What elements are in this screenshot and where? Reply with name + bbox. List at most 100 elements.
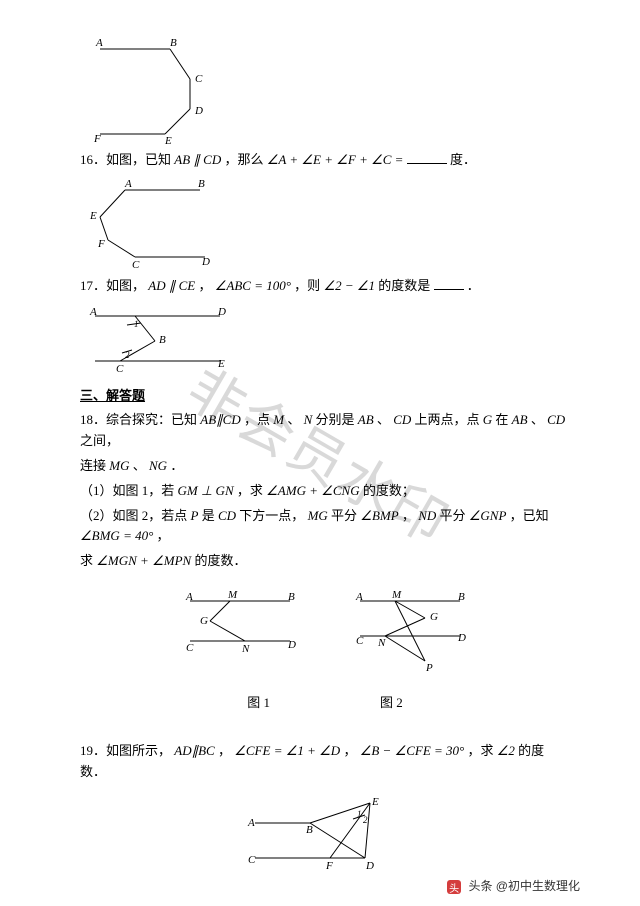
q18-l5a: 求 [80, 553, 93, 568]
q19-E: E [371, 796, 379, 808]
q17-suffix: 的度数是 [378, 278, 430, 293]
q18-l4b: P [191, 508, 199, 523]
fig2-label: 图 2 [380, 692, 403, 711]
label-D: D [194, 105, 203, 117]
q18-l5b: ∠MGN + ∠MPN [96, 553, 191, 568]
f1-B: B [288, 591, 295, 603]
q18-figures: A M B G C N D A M B G C N D P [80, 586, 570, 676]
q16-text: 16．如图，已知 AB ∥ CD ，那么 ∠A + ∠E + ∠F + ∠C =… [80, 150, 570, 171]
q18-l2d: NG [149, 458, 167, 473]
label-F2: F [97, 238, 105, 250]
q18-l1n: AB [512, 412, 528, 427]
label-D3: D [217, 306, 226, 318]
label-A2: A [124, 178, 132, 190]
q19-F: F [325, 860, 333, 872]
q18-l1l: G [483, 412, 492, 427]
page-content: A B C D E F 16．如图，已知 AB ∥ CD ，那么 ∠A + ∠E… [0, 0, 640, 898]
q19-figure: A B E C F D 1 2 [80, 793, 570, 878]
q18-l1q: 之间， [80, 433, 119, 448]
q17-expr: ∠2 − ∠1 [323, 278, 375, 293]
f1-D: D [287, 639, 296, 651]
q18-l1i: 、 [377, 412, 390, 427]
q18-l4c: 是 [202, 508, 215, 523]
q19-A: A [247, 817, 255, 829]
q17-blank [434, 277, 464, 290]
q18-l1h: AB [358, 412, 374, 427]
q18-l3b: GM ⊥ GN [178, 483, 234, 498]
f2-P: P [425, 662, 433, 674]
label-C3: C [116, 363, 124, 375]
q18-l4j: ND [418, 508, 436, 523]
q18-l4l: ∠GNP [469, 508, 507, 523]
fig1-label: 图 1 [247, 692, 270, 711]
label-B2: B [198, 178, 205, 190]
q17-prefix: 17．如图， [80, 278, 145, 293]
q18-l4n: ∠BMG = 40° [80, 528, 153, 543]
q16-mid: ，那么 [224, 152, 263, 167]
q18-line2: 连接 MG 、 NG ． [80, 456, 570, 477]
q19-l1e: ， [343, 743, 356, 758]
q19-B: B [306, 824, 313, 836]
diagram-q17: A D B C E 1 2 [80, 301, 570, 376]
q18-l1p: CD [547, 412, 565, 427]
q18-line3: （1）如图 1，若 GM ⊥ GN ，求 ∠AMG + ∠CNG 的度数； [80, 481, 570, 502]
f2-M: M [391, 589, 402, 601]
q18-l1g: 分别是 [316, 412, 355, 427]
q17-period: ． [467, 278, 480, 293]
q18-l5c: 的度数． [194, 553, 246, 568]
q18-fig1: A M B G C N D [180, 586, 300, 656]
q19-2: 2 [363, 815, 368, 825]
q18-l1m: 在 [495, 412, 508, 427]
label-C: C [195, 73, 203, 85]
label-A3: A [89, 306, 97, 318]
f2-N: N [377, 637, 386, 649]
q17-mid2: ，则 [294, 278, 320, 293]
label-A: A [95, 37, 103, 49]
q16-unit: 度． [450, 152, 476, 167]
label-E2: E [89, 210, 97, 222]
q17-mid: ， [198, 278, 211, 293]
f2-G: G [430, 611, 438, 623]
q19-l1g: ，求 [468, 743, 494, 758]
q18-fig-labels: 图 1 图 2 [80, 692, 570, 711]
label-D2: D [201, 256, 210, 268]
q18-l1j: CD [393, 412, 411, 427]
q19-l1a: 19．如图所示， [80, 743, 171, 758]
diagram-q16b: A B E F C D [80, 175, 570, 270]
f2-D: D [457, 632, 466, 644]
f2-B: B [458, 591, 465, 603]
label-C2: C [132, 259, 140, 270]
q16-angles: ∠A + ∠E + ∠F + ∠C = [267, 152, 404, 167]
q18-l3e: 的度数； [363, 483, 415, 498]
q18-l4d: CD [218, 508, 236, 523]
q18-l4h: ∠BMP [360, 508, 398, 523]
f1-N: N [241, 643, 250, 655]
q19-l1h: ∠2 [497, 743, 515, 758]
q18-line4: （2）如图 2，若点 P 是 CD 下方一点， MG 平分 ∠BMP ， ND … [80, 506, 570, 548]
label-B3: B [159, 334, 166, 346]
q19-l1c: ， [218, 743, 231, 758]
q18-l2a: 连接 [80, 458, 106, 473]
diagram-top: A B C D E F [80, 34, 570, 144]
q18-l3d: ∠AMG + ∠CNG [266, 483, 359, 498]
label-F: F [93, 133, 101, 144]
q17-text: 17．如图， AD ∥ CE ， ∠ABC = 100° ，则 ∠2 − ∠1 … [80, 276, 570, 297]
q17-rel: AD ∥ CE [148, 278, 195, 293]
q18-fig2: A M B G C N D P [350, 586, 470, 676]
q18-l1e: 、 [287, 412, 300, 427]
q18-l4g: 平分 [331, 508, 357, 523]
q19-l1f: ∠B − ∠CFE = 30° [360, 743, 465, 758]
q18-l4f: MG [308, 508, 328, 523]
q18-l2c: 、 [133, 458, 146, 473]
q18-l4o: ， [157, 528, 170, 543]
q18-l1a: 18．综合探究：已知 [80, 412, 197, 427]
section-3-title: 三、解答题 [80, 386, 570, 407]
q18-line1: 18．综合探究：已知 AB∥CD ，点 M 、 N 分别是 AB 、 CD 上两… [80, 410, 570, 452]
q18-l4e: 下方一点， [239, 508, 304, 523]
q18-l4a: （2）如图 2，若点 [80, 508, 187, 523]
q18-l3a: （1）如图 1，若 [80, 483, 174, 498]
f2-C: C [356, 635, 364, 647]
q18-l1d: M [273, 412, 284, 427]
q18-l1k: 上两点，点 [415, 412, 480, 427]
q18-l1o: 、 [531, 412, 544, 427]
